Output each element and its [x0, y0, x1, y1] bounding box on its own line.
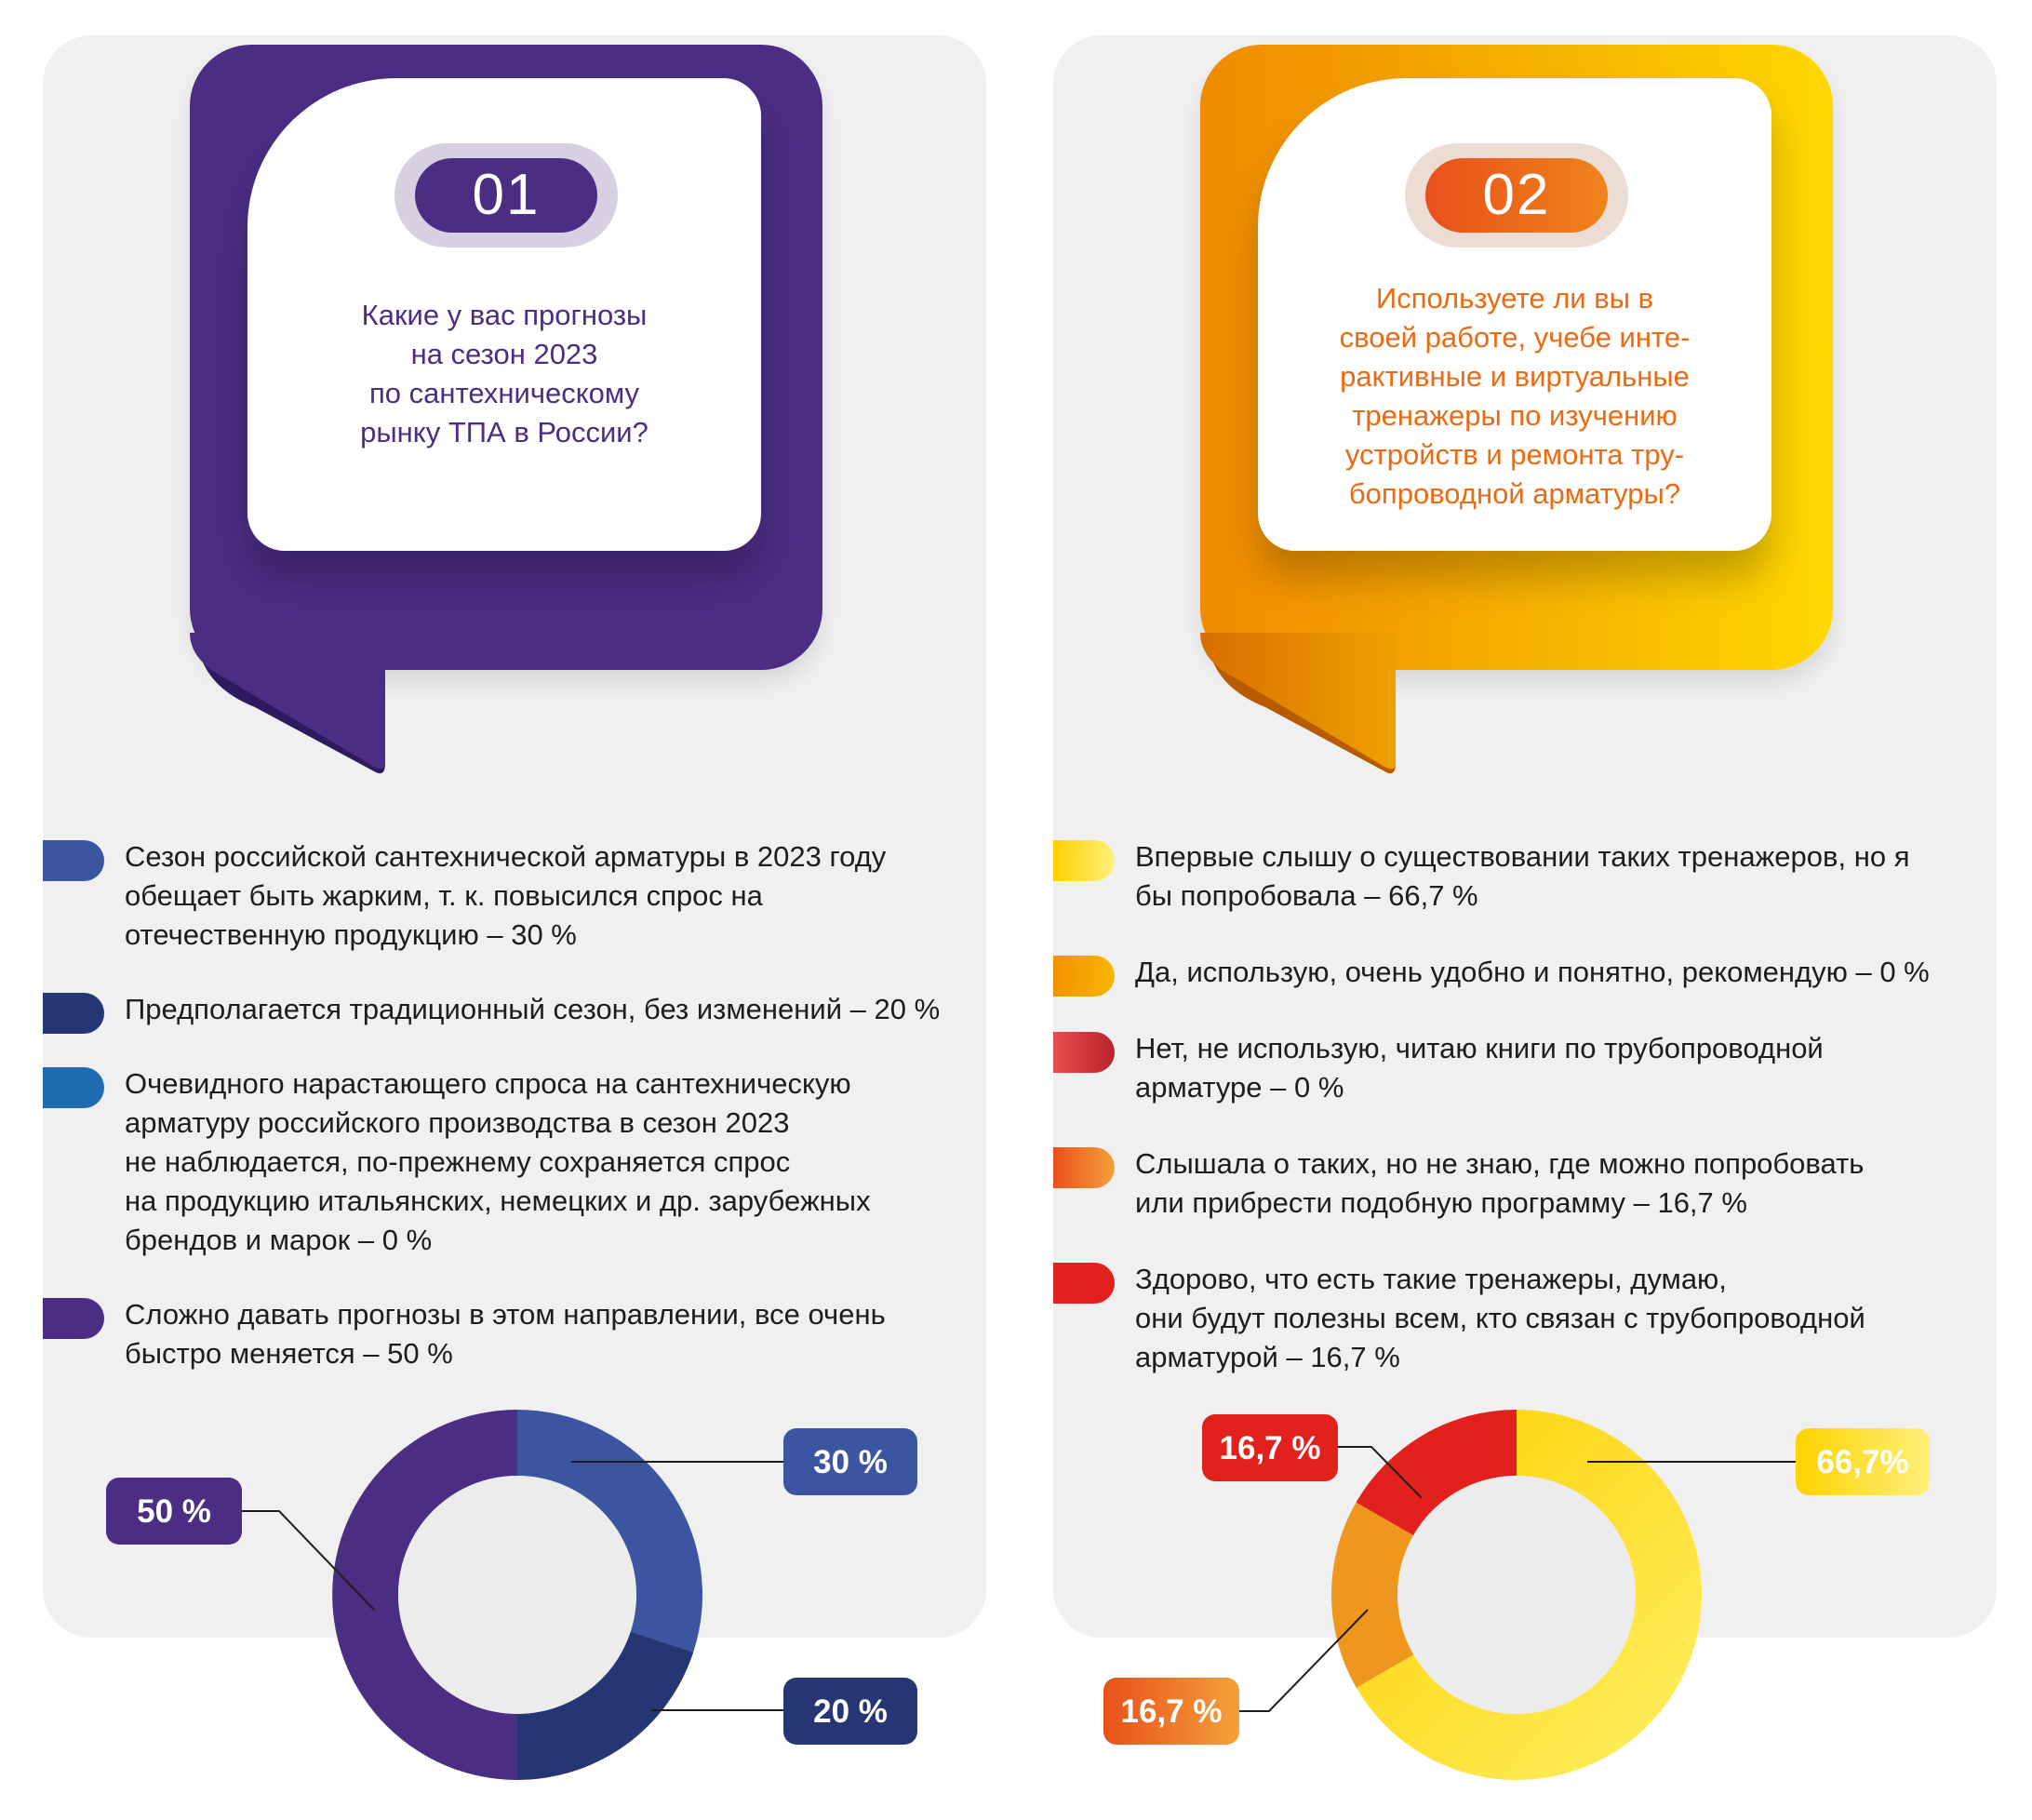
data-label: 16,7 % — [1220, 1430, 1321, 1466]
data-label-box — [1796, 1428, 1930, 1495]
legend-line: Нет, не использую, читаю книги по трубоп… — [1135, 1032, 1824, 1064]
legend-item: Нет, не использую, читаю книги по трубоп… — [1053, 1029, 2012, 1107]
leader-line — [1338, 1446, 1423, 1499]
question-line: Какие у вас прогнозы — [361, 299, 648, 331]
legend-swatch-navy — [43, 993, 104, 1034]
legend-line: обещает быть жарким, т. к. повысился спр… — [125, 879, 763, 912]
question-number-1: 01 — [415, 158, 597, 233]
legend-swatch-yellow — [1053, 840, 1115, 881]
legend-swatch-dark-red — [1053, 1032, 1115, 1073]
legend-item: Предполагается традиционный сезон, без и… — [43, 990, 983, 1034]
donut-slice — [517, 1410, 703, 1653]
legend-question-1: Сезон российской сантехнической арматуры… — [43, 837, 983, 1373]
question-line: рактивные и виртуальные — [1340, 360, 1690, 393]
question-number-badge-1: 01 — [394, 143, 618, 248]
legend-item: Сезон российской сантехнической арматуры… — [43, 837, 983, 955]
legend-item: Очевидного нарастающего спроса на сантех… — [43, 1064, 983, 1260]
legend-line: Впервые слышу о существовании таких трен… — [1135, 840, 1910, 873]
data-label: 20 % — [813, 1693, 888, 1730]
donut-hole — [1397, 1476, 1636, 1714]
question-line: своей работе, учебе инте- — [1339, 321, 1691, 354]
legend-line: на продукцию итальянских, немецких и др.… — [125, 1184, 871, 1217]
legend-line: Сложно давать прогнозы в этом направлени… — [125, 1298, 886, 1331]
legend-item: Да, использую, очень удобно и понятно, р… — [1053, 953, 2012, 997]
data-label-box — [1202, 1414, 1338, 1481]
legend-line: они будут полезны всем, кто связан с тру… — [1135, 1302, 1865, 1334]
question-line: устройств и ремонта тру- — [1344, 438, 1685, 471]
question-line: на сезон 2023 — [410, 338, 598, 370]
data-label: 30 % — [813, 1444, 888, 1480]
legend-line: Очевидного нарастающего спроса на сантех… — [125, 1067, 851, 1100]
question-line: тренажеры по изучению — [1352, 399, 1678, 432]
legend-line: арматурой – 16,7 % — [1135, 1341, 1400, 1373]
question-line: бопроводной арматуры? — [1348, 477, 1681, 510]
legend-line: Да, использую, очень удобно и понятно, р… — [1135, 956, 1930, 988]
question-number-badge-2: 02 — [1405, 143, 1628, 248]
legend-line: арматуру российского производства в сезо… — [125, 1106, 790, 1139]
data-label: 50 % — [137, 1493, 211, 1530]
donut-hole — [398, 1476, 636, 1714]
legend-line: быстро меняется – 50 % — [125, 1337, 453, 1370]
question-number-2: 02 — [1425, 158, 1608, 233]
speech-bubble-tail-1 — [190, 633, 385, 774]
question-text-1: Какие у вас прогнозы на сезон 2023 по са… — [281, 296, 728, 452]
data-label-box — [106, 1478, 242, 1545]
legend-line: не наблюдается, по-прежнему сохраняется … — [125, 1145, 791, 1178]
legend-line: брендов и марок – 0 % — [125, 1224, 433, 1256]
legend-line: Слышала о таких, но не знаю, где можно п… — [1135, 1147, 1865, 1180]
donut-slice — [332, 1410, 517, 1780]
donut-chart-2: 66,7% 16,7 % 16,7 % — [1103, 1410, 1930, 1780]
legend-line: отечественную продукцию – 30 % — [125, 918, 577, 951]
legend-item: Слышала о таких, но не знаю, где можно п… — [1053, 1144, 2012, 1223]
legend-line: бы попробовала – 66,7 % — [1135, 879, 1478, 912]
legend-line: или прибрести подобную программу – 16,7 … — [1135, 1186, 1747, 1219]
donut-slice — [1356, 1410, 1702, 1780]
leader-line — [1239, 1609, 1369, 1712]
donut-slice — [1331, 1502, 1414, 1688]
legend-swatch-orange-red — [1053, 1147, 1115, 1188]
donut-slice — [517, 1631, 694, 1780]
legend-line: Сезон российской сантехнической арматуры… — [125, 840, 887, 873]
question-line: Используете ли вы в — [1375, 282, 1654, 314]
legend-item: Здорово, что есть такие тренажеры, думаю… — [1053, 1260, 2012, 1377]
data-label-box — [783, 1678, 917, 1745]
donut-chart-1: 30 % 20 % 50 % — [106, 1410, 917, 1780]
donut-slice — [1356, 1410, 1517, 1536]
data-label: 66,7% — [1816, 1444, 1908, 1480]
question-line: по сантехническому — [368, 377, 640, 409]
legend-swatch-orange — [1053, 956, 1115, 997]
legend-swatch-mid-blue — [43, 1067, 104, 1108]
question-line: рынку ТПА в России? — [360, 416, 648, 448]
legend-question-2: Впервые слышу о существовании таких трен… — [1053, 837, 2012, 1377]
question-text-2: Используете ли вы в своей работе, учебе … — [1291, 279, 1738, 514]
legend-swatch-blue — [43, 840, 104, 881]
speech-bubble-tail-2 — [1200, 633, 1396, 774]
legend-item: Впервые слышу о существовании таких трен… — [1053, 837, 2012, 916]
leader-line — [242, 1510, 375, 1611]
legend-line: Предполагается традиционный сезон, без и… — [125, 993, 941, 1025]
legend-line: арматуре – 0 % — [1135, 1071, 1344, 1104]
legend-swatch-red — [1053, 1263, 1115, 1304]
data-label: 16,7 % — [1121, 1693, 1223, 1730]
legend-swatch-purple — [43, 1298, 104, 1339]
legend-item: Сложно давать прогнозы в этом направлени… — [43, 1295, 983, 1373]
legend-line: Здорово, что есть такие тренажеры, думаю… — [1135, 1263, 1727, 1295]
data-label-box — [1103, 1678, 1239, 1745]
data-label-box — [783, 1428, 917, 1495]
